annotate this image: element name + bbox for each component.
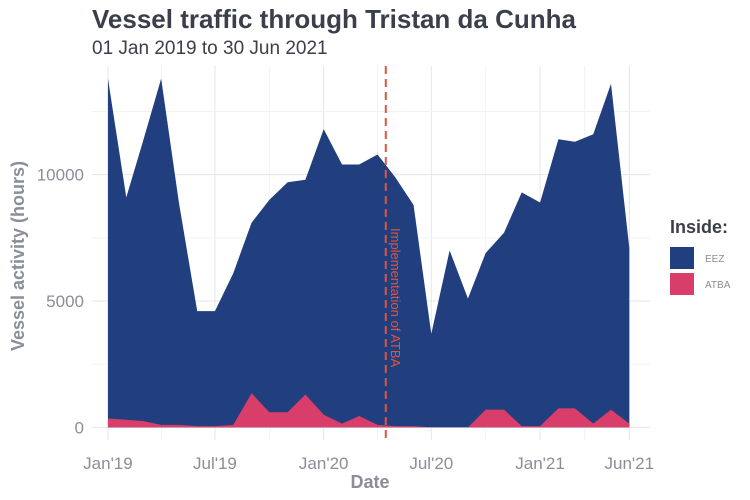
- chart-subtitle: 01 Jan 2019 to 30 Jun 2021: [92, 38, 328, 59]
- areas: [107, 78, 630, 428]
- y-tick-label: 5000: [46, 292, 84, 311]
- annotation: Implementation of ATBA: [384, 66, 403, 440]
- legend: Inside: EEZ ATBA: [670, 217, 731, 295]
- area-atba: [107, 393, 630, 428]
- x-tick-label: Jun'21: [605, 454, 655, 473]
- legend-label-atba: ATBA: [705, 280, 731, 291]
- legend-title: Inside:: [670, 217, 728, 237]
- area-eez: [107, 78, 630, 428]
- y-axis-title: Vessel activity (hours): [8, 161, 28, 351]
- x-axis-title: Date: [350, 472, 389, 492]
- x-tick-label: Jul'19: [193, 454, 237, 473]
- annotation-label: Implementation of ATBA: [388, 228, 403, 368]
- legend-swatch-atba: [670, 273, 694, 295]
- x-tick-label: Jan'20: [299, 454, 349, 473]
- legend-label-eez: EEZ: [705, 254, 724, 265]
- y-tick-label: 10000: [37, 166, 84, 185]
- x-tick-label: Jul'20: [409, 454, 453, 473]
- axes: Jan'19 Jul'19 Jan'20 Jul'20 Jan'21 Jun'21 0 500…: [37, 166, 654, 473]
- y-tick-label: 0: [75, 418, 84, 437]
- legend-swatch-eez: [670, 247, 694, 269]
- x-tick-label: Jan'21: [515, 454, 565, 473]
- x-tick-label: Jan'19: [83, 454, 133, 473]
- chart-title: Vessel traffic through Tristan da Cunha: [92, 4, 576, 34]
